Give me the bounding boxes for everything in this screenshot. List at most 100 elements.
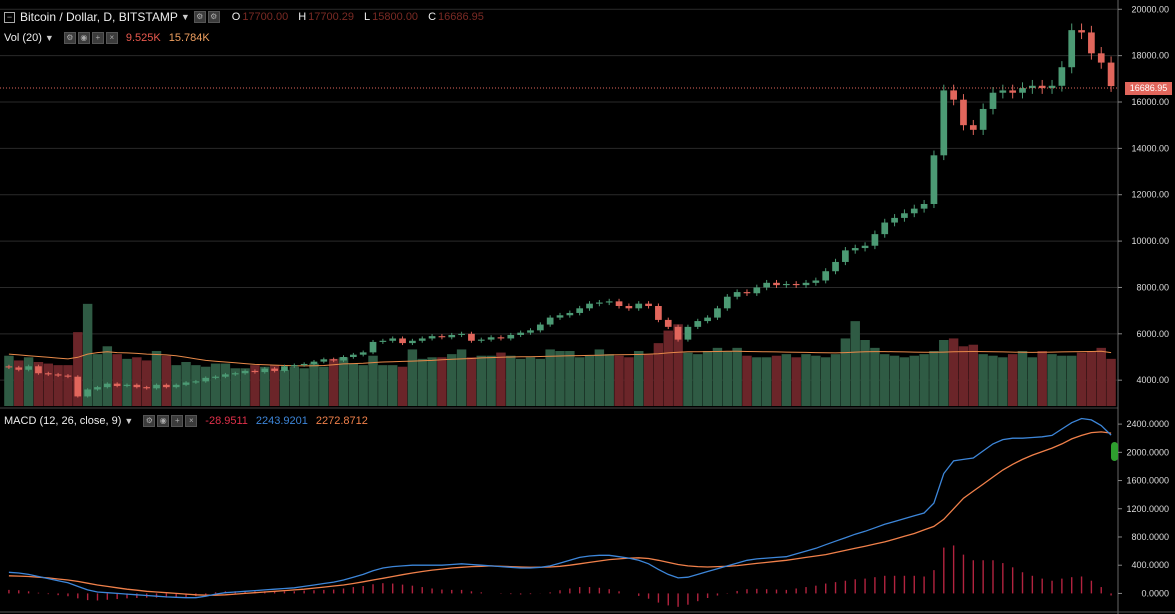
volume-bar	[1047, 354, 1057, 406]
candle-body	[546, 317, 554, 325]
volume-bar	[899, 357, 910, 406]
plus-icon[interactable]: +	[91, 32, 104, 44]
volume-bar	[220, 363, 231, 406]
candle	[497, 335, 505, 341]
collapse-icon[interactable]: −	[4, 11, 15, 23]
high-value: 17700.29	[308, 11, 355, 23]
candle-body	[940, 90, 948, 156]
price-tick-label: 14000.00	[1131, 143, 1169, 153]
candle-body	[881, 222, 889, 235]
candle	[842, 247, 849, 266]
volume-bar	[594, 349, 605, 406]
candle-body	[1009, 90, 1017, 93]
volume-bar	[811, 355, 821, 406]
candle	[763, 279, 771, 291]
candle	[635, 301, 643, 311]
candle	[704, 315, 711, 324]
candle	[792, 281, 800, 288]
eye-icon[interactable]: ◉	[157, 415, 170, 427]
candle	[684, 324, 692, 342]
volume-bar	[555, 351, 565, 406]
candle	[172, 383, 180, 389]
candle-body	[310, 361, 318, 364]
volume-bar	[909, 355, 919, 406]
candle-body	[418, 338, 426, 341]
candle-body	[222, 374, 229, 377]
candle-body	[792, 283, 800, 286]
candle	[596, 299, 603, 307]
candle-body	[300, 363, 308, 366]
candle	[1088, 25, 1095, 60]
volume-bar	[387, 365, 398, 406]
settings-icon[interactable]: ⚙	[63, 32, 76, 44]
chevron-down-icon[interactable]: ▼	[44, 33, 54, 43]
candle-body	[556, 315, 564, 318]
volume-bar	[437, 357, 447, 406]
candle-body	[340, 357, 347, 361]
volume-bar	[397, 366, 408, 406]
candle-body	[84, 389, 91, 397]
chevron-down-icon[interactable]: ▼	[180, 12, 190, 22]
candle-body	[536, 324, 544, 331]
candle	[103, 382, 111, 389]
close-icon[interactable]: ×	[185, 415, 198, 427]
candle-body	[655, 306, 662, 320]
close-icon[interactable]: ×	[105, 32, 118, 44]
candle-body	[999, 90, 1007, 93]
candle-body	[428, 336, 436, 339]
volume-bar	[929, 351, 939, 406]
eye-icon[interactable]: ◉	[77, 32, 90, 44]
candle	[163, 383, 170, 389]
settings-icon[interactable]: ⚙	[143, 415, 156, 427]
candle-body	[802, 282, 810, 286]
candle-body	[763, 282, 771, 288]
symbol-title[interactable]: Bitcoin / Dollar, D, BITSTAMP	[20, 10, 178, 24]
candle-body	[113, 383, 121, 386]
open-key: O	[231, 11, 241, 23]
volume-bar	[132, 357, 142, 406]
volume-bar	[141, 360, 152, 406]
candle	[64, 374, 72, 379]
volume-bar	[92, 354, 103, 406]
chevron-down-icon[interactable]: ▼	[124, 416, 134, 426]
candle-body	[123, 384, 131, 386]
volume-bar	[122, 358, 132, 406]
settings-icon-2[interactable]: ⚙	[207, 11, 220, 23]
price-tick-label: 6000.00	[1136, 329, 1169, 339]
candle-body	[468, 333, 475, 341]
volume-bar	[1076, 352, 1087, 406]
candle-body	[448, 334, 456, 338]
volume-bar	[289, 366, 300, 406]
candle	[320, 357, 328, 364]
candle	[74, 375, 82, 398]
candle	[310, 359, 318, 366]
candle-body	[871, 234, 879, 246]
candle	[782, 281, 790, 288]
volume-bar	[525, 357, 536, 406]
candle-body	[1068, 30, 1076, 68]
candle-body	[1078, 30, 1085, 33]
candle-body	[989, 92, 997, 109]
volume-bar	[565, 351, 575, 406]
volume-bar	[328, 358, 339, 406]
candle	[15, 365, 23, 372]
candle-body	[330, 359, 338, 361]
scroll-handle[interactable]	[1111, 442, 1118, 461]
plus-icon[interactable]: +	[171, 415, 184, 427]
candle-body	[103, 383, 111, 388]
volume-bar	[309, 363, 319, 406]
volume-label[interactable]: Vol (20)	[4, 32, 42, 44]
candle-body	[44, 373, 52, 375]
volume-bar	[860, 340, 870, 406]
price-tick-label: 4000.00	[1136, 375, 1169, 385]
macd-value: 2243.9201	[255, 415, 308, 427]
volume-bar	[466, 357, 477, 406]
macd-label[interactable]: MACD (12, 26, close, 9)	[4, 415, 122, 427]
candle-body	[1097, 53, 1105, 63]
candle-body	[261, 368, 269, 373]
settings-icon[interactable]: ⚙	[193, 11, 206, 23]
candle	[694, 318, 702, 330]
candle	[556, 312, 564, 320]
candle-body	[694, 321, 702, 327]
